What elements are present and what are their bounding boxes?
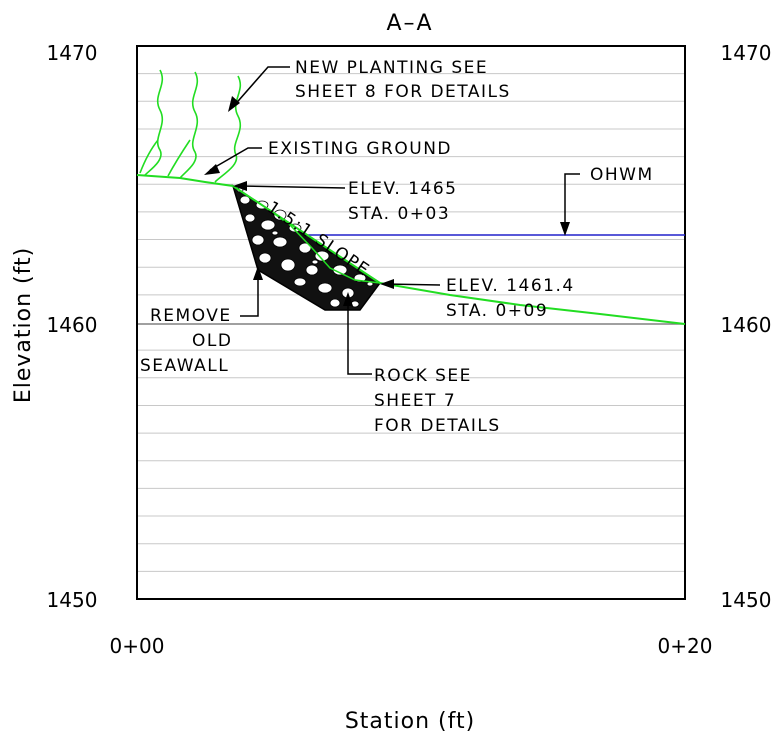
y-tick-left-1460: 1460 (47, 313, 98, 337)
y-tick-left-1450: 1450 (47, 588, 98, 612)
y-tick-left-1470: 1470 (47, 41, 98, 65)
plot-frame (136, 45, 686, 600)
section-title: A–A (386, 11, 433, 36)
note-elev-toe-line2: STA. 0+09 (446, 301, 548, 321)
note-planting-line2: SHEET 8 FOR DETAILS (295, 82, 511, 102)
grid-lines (137, 73, 685, 572)
note-rock-line2: SHEET 7 (374, 391, 456, 411)
note-rock-line3: FOR DETAILS (374, 416, 501, 436)
proposed-slope-line (232, 185, 381, 284)
note-rock-line1: ROCK SEE (374, 366, 472, 386)
x-axis-title: Station (ft) (345, 709, 475, 734)
note-existing-ground: EXISTING GROUND (268, 139, 452, 159)
note-seawall-line1: REMOVE (150, 306, 232, 326)
y-tick-right-1450: 1450 (721, 588, 772, 612)
leader-lines (209, 66, 580, 375)
note-seawall-line2: OLD (192, 331, 232, 351)
y-tick-right-1470: 1470 (721, 41, 772, 65)
note-planting-line1: NEW PLANTING SEE (295, 58, 488, 78)
x-tick-0-20: 0+20 (658, 634, 713, 658)
leader-arrowheads (204, 96, 570, 306)
note-ohwm: OHWM (590, 165, 654, 185)
y-tick-right-1460: 1460 (721, 313, 772, 337)
y-axis-title: Elevation (ft) (11, 247, 36, 403)
new-planting-plants (139, 69, 242, 183)
note-elev-toe-line1: ELEV. 1461.4 (446, 276, 575, 296)
note-elev-top-line2: STA. 0+03 (348, 204, 450, 224)
note-seawall-line3: SEAWALL (140, 356, 229, 376)
note-elev-top-line1: ELEV. 1465 (348, 179, 457, 199)
x-tick-0-00: 0+00 (110, 634, 165, 658)
